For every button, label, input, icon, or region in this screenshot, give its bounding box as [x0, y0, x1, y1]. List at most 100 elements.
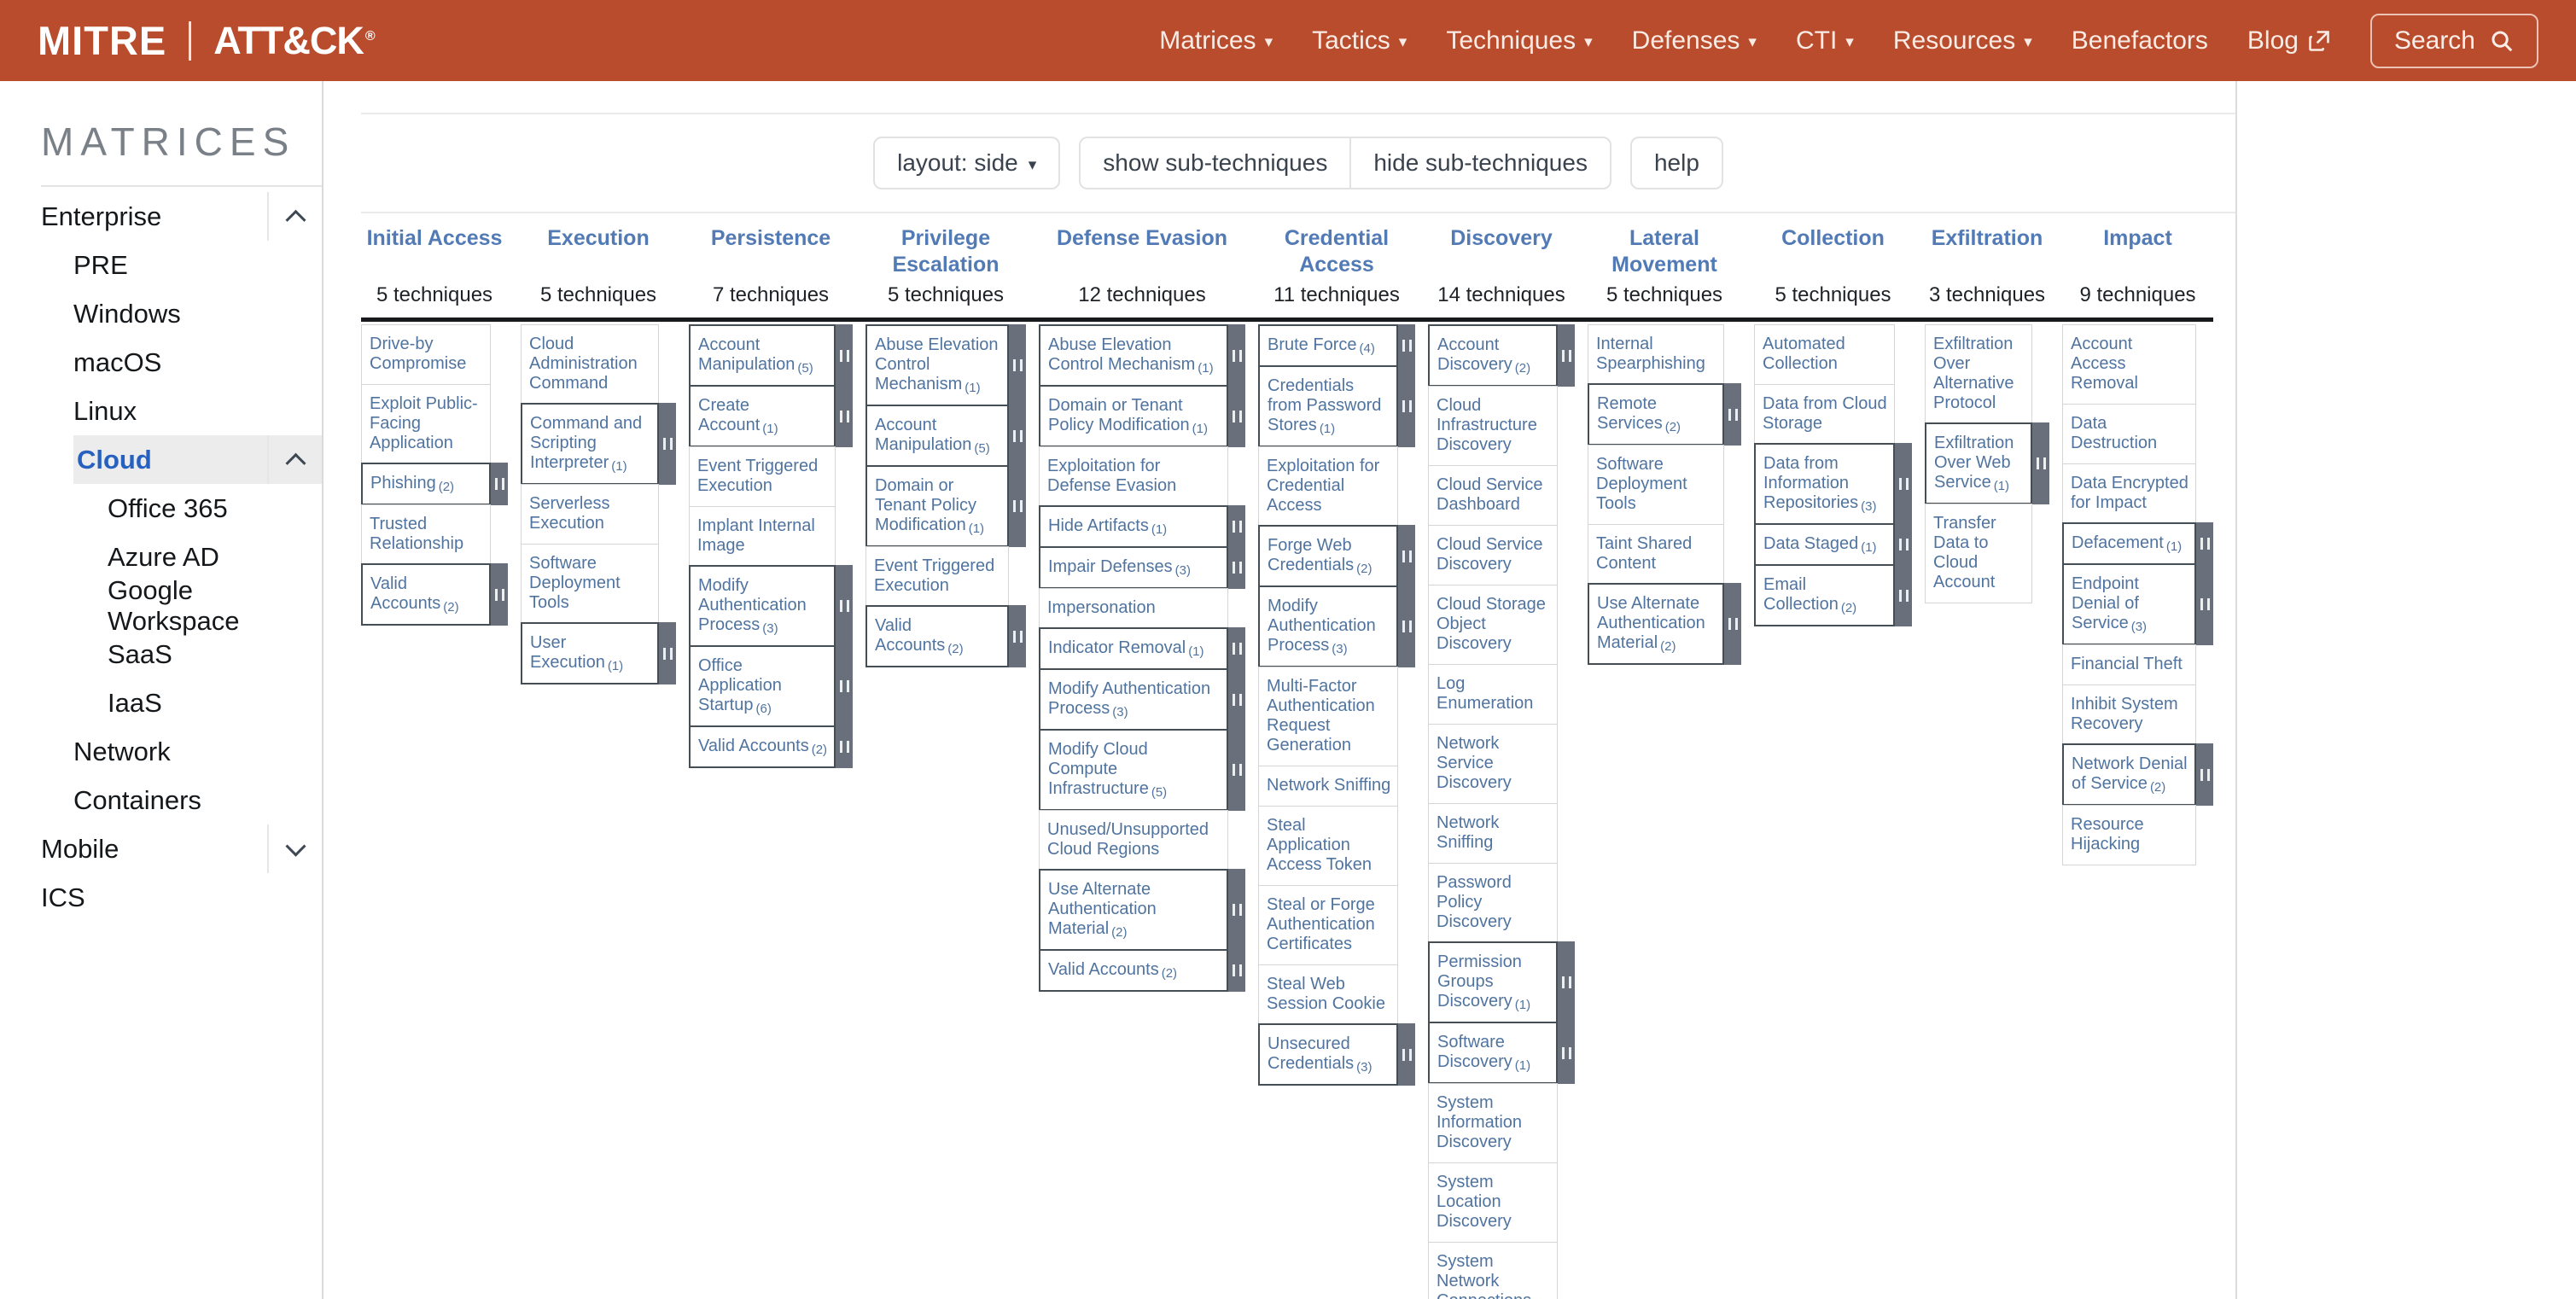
- technique-link[interactable]: Data Staged: [1763, 534, 1859, 553]
- tactic-link-execution[interactable]: Execution: [547, 226, 650, 250]
- technique-link[interactable]: Exploitation for Defense Evasion: [1047, 457, 1177, 495]
- tactic-link-lateral-movement[interactable]: Lateral Movement: [1611, 226, 1717, 277]
- expand-subtechniques-handle[interactable]: [1558, 941, 1575, 1023]
- tactic-link-privilege-escalation[interactable]: Privilege Escalation: [892, 226, 1000, 277]
- technique-link[interactable]: Phishing: [370, 474, 436, 492]
- technique-link[interactable]: Password Policy Discovery: [1437, 873, 1512, 931]
- expand-subtechniques-handle[interactable]: [1895, 564, 1912, 626]
- technique-link[interactable]: Network Sniffing: [1437, 813, 1500, 852]
- technique-link[interactable]: Software Deployment Tools: [529, 554, 621, 612]
- nav-item-matrices[interactable]: Matrices ▾: [1159, 26, 1273, 55]
- nav-item-cti[interactable]: CTI ▾: [1796, 26, 1854, 55]
- technique-link[interactable]: Data from Cloud Storage: [1763, 394, 1887, 433]
- sidebar-item-google-workspace[interactable]: Google Workspace: [0, 575, 322, 636]
- sidebar-item-cloud[interactable]: Cloud: [73, 435, 322, 484]
- expand-subtechniques-handle[interactable]: [1228, 869, 1245, 951]
- sidebar-item-mobile[interactable]: Mobile: [0, 824, 322, 873]
- expand-subtechniques-handle[interactable]: [1009, 465, 1026, 547]
- tactic-link-collection[interactable]: Collection: [1781, 226, 1885, 250]
- technique-link[interactable]: Domain or Tenant Policy Modification: [875, 476, 976, 534]
- technique-link[interactable]: Use Alternate Authentication Material: [1048, 880, 1157, 938]
- technique-link[interactable]: Defacement: [2072, 533, 2164, 552]
- technique-link[interactable]: Inhibit System Recovery: [2071, 695, 2178, 733]
- sidebar-item-saas[interactable]: SaaS: [0, 630, 322, 679]
- technique-link[interactable]: Event Triggered Execution: [697, 457, 819, 495]
- technique-link[interactable]: Cloud Service Dashboard: [1437, 475, 1543, 514]
- expand-subtechniques-handle[interactable]: [1895, 443, 1912, 525]
- help-button[interactable]: help: [1629, 137, 1723, 189]
- technique-link[interactable]: Steal Web Session Cookie: [1267, 975, 1385, 1013]
- expand-subtechniques-handle[interactable]: [1895, 523, 1912, 566]
- technique-link[interactable]: Software Deployment Tools: [1596, 455, 1687, 513]
- technique-link[interactable]: Log Enumeration: [1437, 674, 1534, 713]
- technique-link[interactable]: Multi-Factor Authentication Request Gene…: [1267, 677, 1375, 754]
- sidebar-item-enterprise[interactable]: Enterprise: [0, 192, 322, 241]
- expand-subtechniques-handle[interactable]: [1724, 583, 1741, 665]
- technique-link[interactable]: Modify Authentication Process: [1048, 679, 1211, 718]
- technique-link[interactable]: Software Discovery: [1437, 1033, 1512, 1071]
- technique-link[interactable]: Drive-by Compromise: [370, 335, 467, 373]
- technique-link[interactable]: Exfiltration Over Alternative Protocol: [1933, 335, 2014, 412]
- expand-subtechniques-handle[interactable]: [1228, 324, 1245, 387]
- expand-subtechniques-handle[interactable]: [1009, 605, 1026, 667]
- technique-link[interactable]: Impair Defenses: [1048, 557, 1173, 576]
- expand-subtechniques-handle[interactable]: [1398, 525, 1415, 587]
- technique-link[interactable]: System Location Discovery: [1437, 1173, 1512, 1231]
- expand-subtechniques-handle[interactable]: [491, 463, 508, 505]
- collapse-toggle-button[interactable]: [267, 824, 322, 873]
- technique-link[interactable]: Create Account: [698, 396, 761, 434]
- expand-subtechniques-handle[interactable]: [836, 324, 853, 387]
- technique-link[interactable]: Valid Accounts: [698, 737, 809, 755]
- expand-subtechniques-handle[interactable]: [659, 622, 676, 684]
- technique-link[interactable]: Network Denial of Service: [2072, 754, 2188, 793]
- tactic-link-defense-evasion[interactable]: Defense Evasion: [1056, 226, 1228, 250]
- sidebar-item-ics[interactable]: ICS: [0, 873, 322, 922]
- technique-link[interactable]: Office Application Startup: [698, 656, 782, 714]
- technique-link[interactable]: Exploitation for Credential Access: [1267, 457, 1380, 515]
- nav-item-tactics[interactable]: Tactics ▾: [1312, 26, 1407, 55]
- technique-link[interactable]: Account Discovery: [1437, 335, 1512, 374]
- technique-link[interactable]: Cloud Service Discovery: [1437, 535, 1543, 574]
- technique-link[interactable]: Steal Application Access Token: [1267, 816, 1373, 874]
- sidebar-item-iaas[interactable]: IaaS: [0, 679, 322, 727]
- technique-link[interactable]: Transfer Data to Cloud Account: [1933, 514, 1996, 591]
- technique-link[interactable]: Brute Force: [1268, 335, 1357, 354]
- nav-item-benefactors[interactable]: Benefactors: [2072, 26, 2208, 55]
- expand-subtechniques-handle[interactable]: [1228, 505, 1245, 548]
- expand-subtechniques-handle[interactable]: [836, 645, 853, 727]
- technique-link[interactable]: Data from Information Repositories: [1763, 454, 1859, 512]
- technique-link[interactable]: Hide Artifacts: [1048, 516, 1149, 535]
- sidebar-item-linux[interactable]: Linux: [0, 387, 322, 435]
- technique-link[interactable]: Unsecured Credentials: [1268, 1034, 1355, 1073]
- technique-link[interactable]: Cloud Infrastructure Discovery: [1437, 396, 1537, 454]
- expand-subtechniques-handle[interactable]: [2196, 743, 2213, 806]
- expand-subtechniques-handle[interactable]: [1228, 385, 1245, 447]
- technique-link[interactable]: Cloud Administration Command: [529, 335, 638, 393]
- nav-item-defenses[interactable]: Defenses ▾: [1632, 26, 1757, 55]
- expand-subtechniques-handle[interactable]: [1558, 324, 1575, 387]
- expand-subtechniques-handle[interactable]: [836, 565, 853, 647]
- layout-dropdown-button[interactable]: layout: side ▾: [873, 137, 1061, 189]
- sidebar-item-office-365[interactable]: Office 365: [0, 484, 322, 533]
- expand-subtechniques-handle[interactable]: [2196, 563, 2213, 645]
- expand-subtechniques-handle[interactable]: [1228, 546, 1245, 589]
- expand-subtechniques-handle[interactable]: [491, 563, 508, 626]
- technique-link[interactable]: User Execution: [530, 633, 605, 672]
- sidebar-item-containers[interactable]: Containers: [0, 776, 322, 824]
- mitre-attack-logo[interactable]: MITRE ATT&CK ®: [38, 17, 376, 64]
- expand-subtechniques-handle[interactable]: [1228, 729, 1245, 811]
- technique-link[interactable]: System Network Connections Discovery: [1437, 1252, 1531, 1299]
- technique-link[interactable]: Serverless Execution: [529, 494, 610, 533]
- technique-link[interactable]: Modify Cloud Compute Infrastructure: [1048, 740, 1149, 798]
- expand-subtechniques-handle[interactable]: [2032, 422, 2049, 504]
- expand-subtechniques-handle[interactable]: [1398, 585, 1415, 667]
- search-button[interactable]: Search: [2369, 13, 2538, 68]
- sidebar-item-macos[interactable]: macOS: [0, 338, 322, 387]
- technique-link[interactable]: Account Access Removal: [2071, 335, 2138, 393]
- sidebar-item-windows[interactable]: Windows: [0, 289, 322, 338]
- technique-link[interactable]: Remote Services: [1597, 394, 1663, 433]
- nav-item-resources[interactable]: Resources ▾: [1893, 26, 2032, 55]
- collapse-toggle-button[interactable]: [267, 435, 322, 484]
- expand-subtechniques-handle[interactable]: [1558, 1022, 1575, 1084]
- expand-subtechniques-handle[interactable]: [1398, 1023, 1415, 1086]
